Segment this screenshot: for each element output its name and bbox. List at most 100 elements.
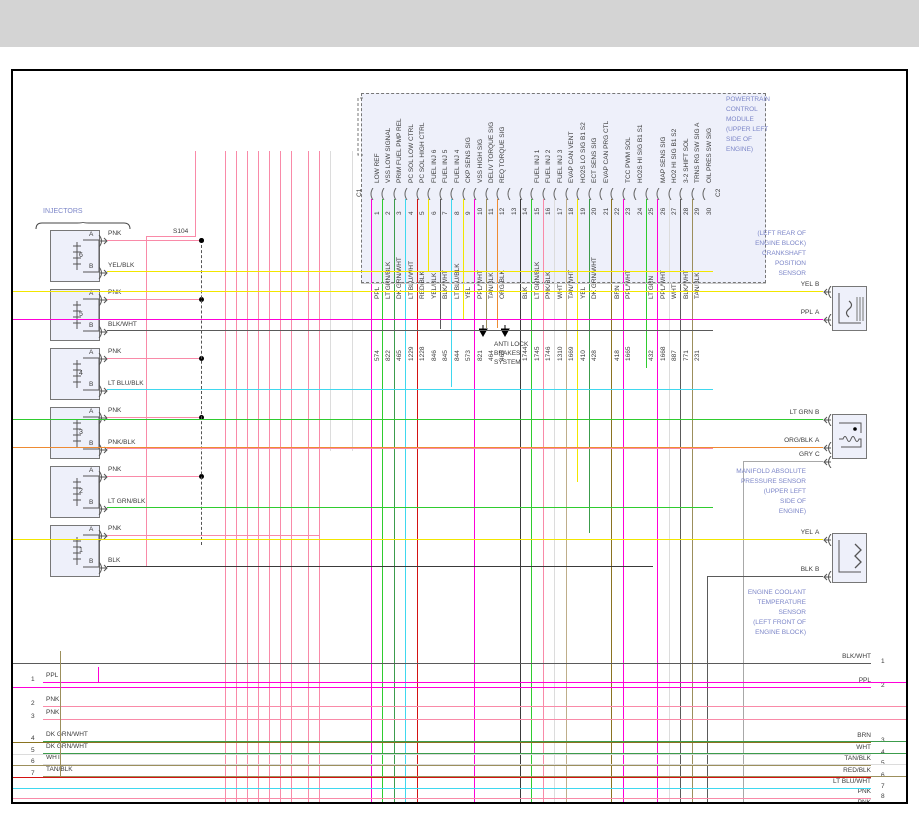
brn-exit [662, 742, 871, 743]
pcm-title-line-5: ENGINE) [726, 146, 754, 153]
bottom-right-wire-1 [13, 663, 871, 664]
pcm-pin-name-30: OIL PRES SW SIG [705, 127, 713, 183]
injector-color-b-3: PNK/BLK [108, 439, 136, 446]
pcm-pin-color-2: LT GRN/BLK [384, 261, 392, 299]
pcm-pin-color-25: LT GRN [648, 275, 656, 299]
map-title-line-0: MANIFOLD ABSOLUTE [736, 468, 806, 475]
pcm-pin-connector-24 [630, 187, 639, 201]
injector-b-wire-6 [107, 271, 713, 272]
injector-pin-a-2: A [89, 467, 94, 474]
injector-a-run-5 [107, 299, 201, 300]
pcm-pin-name-20: ECT SENS SIG [591, 137, 599, 183]
injector-terminal-b-1 [98, 561, 108, 575]
injector-terminal-b-2 [98, 502, 108, 516]
injector-b-wire-5 [107, 330, 713, 331]
pcm-pin-name-2: VSS LOW SIGNAL [384, 127, 392, 183]
pcm-pin-color-8: LT BLU/BLK [453, 263, 461, 299]
bottom-right-number-5: 5 [881, 760, 885, 767]
injector-a-run-4 [107, 358, 201, 359]
pcm-circuit-29: 231 [694, 350, 702, 361]
pcm-pin-number-9: 9 [465, 211, 473, 215]
cps-terminal-A [823, 313, 833, 327]
pcm-pin-color-1: PPL [373, 286, 381, 299]
fuse-pnk-wire-1 [195, 151, 196, 236]
pcm-pin-connector-30 [699, 187, 708, 201]
map-color-A: ORG/BLK [784, 437, 813, 444]
pcm-wire-12 [496, 199, 498, 328]
pcm-pin-number-1: 1 [373, 211, 381, 215]
pcm-pin-name-6: FUEL INJ 6 [430, 149, 438, 183]
pcm-pin-connector-26 [653, 187, 662, 201]
bottom-left-number-6: 6 [31, 758, 35, 765]
injector-number-1: 1 [79, 547, 83, 554]
pcm-pin-number-30: 30 [705, 207, 713, 215]
injector-b-wire-3 [107, 448, 713, 449]
pcm-pin-connector-22 [607, 187, 616, 201]
bottom-right-color-8: PNK [857, 788, 871, 795]
injector-coil-1 [73, 531, 103, 571]
pcm-wire-19 [577, 199, 579, 482]
pcm-pin-connector-6 [424, 187, 433, 201]
bottom-right-wire-5 [13, 765, 871, 766]
cps-color-A: PPL [800, 309, 813, 316]
pcm-circuit-28: 771 [682, 350, 690, 361]
pcm-pin-color-3: DK GRN/WHT [396, 257, 404, 299]
injector-color-b-1: BLK [108, 557, 121, 564]
bottom-right-color-6: RED/BLK [843, 767, 871, 774]
pcm-pin-number-12: 12 [499, 207, 507, 215]
injector-terminal-a-3 [98, 411, 108, 425]
bottom-right-color-4: WHT [856, 744, 871, 751]
map-wire-A [13, 447, 823, 448]
injector-terminal-b-3 [98, 443, 108, 457]
ect-color-B: BLK [800, 566, 813, 573]
injector-number-5: 5 [79, 311, 83, 318]
pcm-wire-11 [485, 199, 487, 328]
pcm-title-line-3: (UPPER LEFT [726, 126, 769, 133]
injector-terminal-a-4 [98, 352, 108, 366]
pcm-circuit-9: 573 [465, 350, 473, 361]
injector-number-4: 4 [79, 370, 83, 377]
pcm-wire-23 [622, 199, 624, 802]
pcm-circuit-10: 821 [476, 350, 484, 361]
pcm-pin-number-23: 23 [625, 207, 633, 215]
injector-body-1 [50, 525, 100, 577]
fuse-pnk-wire-10 [319, 151, 320, 802]
bottom-right-wire-2 [13, 687, 871, 688]
injector-color-a-1: PNK [108, 525, 122, 532]
pcm-pin-connector-16 [539, 187, 548, 201]
pcm-pin-connector-7 [436, 187, 445, 201]
injector-a-run-1 [107, 535, 225, 536]
pcm-wire-22 [611, 199, 613, 802]
pcm-pin-number-13: 13 [510, 207, 518, 215]
pcm-wire-5 [416, 199, 418, 802]
pcm-pin-color-29: TAN/BLK [694, 272, 702, 299]
pcm-pin-connector-4 [401, 187, 410, 201]
pnk-fan-5 [269, 798, 871, 799]
pcm-pin-number-6: 6 [430, 211, 438, 215]
pcm-pin-name-8: FUEL INJ 4 [453, 149, 461, 183]
bottom-right-color-9: PNK [857, 799, 871, 804]
pcm-circuit-27: 887 [671, 350, 679, 361]
pcm-pin-number-20: 20 [591, 207, 599, 215]
map-title-line-1: PRESSURE SENSOR [740, 478, 806, 485]
pcm-left-bracket [357, 97, 365, 157]
pcm-wire-20 [588, 199, 590, 533]
pcm-pin-color-28: BLK/WHT [682, 270, 690, 299]
bottom-left-number-3: 3 [31, 713, 35, 720]
injector-pin-a-1: A [89, 526, 94, 533]
pcm-wire-9 [462, 199, 464, 319]
pcm-pin-connector-28 [676, 187, 685, 201]
map-pin-C: C [815, 451, 820, 458]
s104-dot [198, 237, 204, 243]
bottom-right-number-7: 7 [881, 783, 885, 790]
sensor-body-ect [832, 533, 867, 583]
injector-pin-b-2: B [89, 499, 94, 506]
fuse-wht-wire-1 [330, 151, 331, 451]
pcm-pin-connector-29 [688, 187, 697, 201]
abs-label-line-0: ANTI LOCK [494, 341, 529, 348]
ppl-riser [98, 667, 99, 682]
pcm-pin-color-26: PPL/WHT [659, 270, 667, 299]
pcm-pin-name-29: TRNS RG SW SIG A [694, 122, 702, 183]
pcm-pin-name-10: VSS HIGH SIG [476, 138, 484, 183]
injector-pin-a-4: A [89, 349, 94, 356]
